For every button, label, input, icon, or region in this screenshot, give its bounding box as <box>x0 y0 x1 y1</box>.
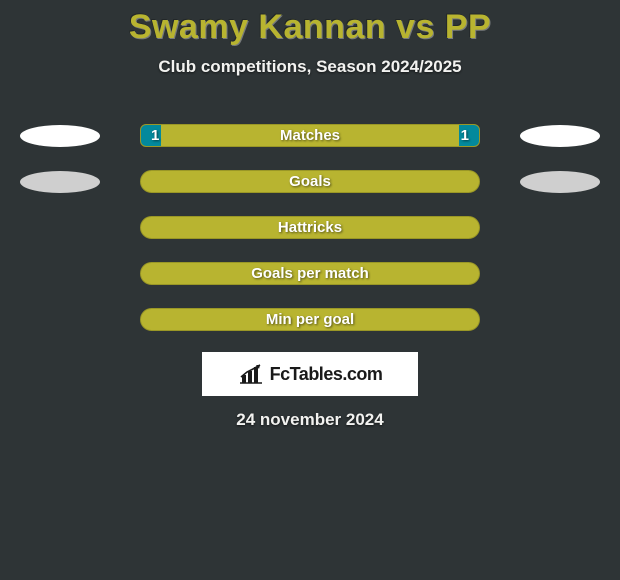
stat-bar: Goals per match <box>140 262 480 285</box>
stat-row: Goals <box>0 158 620 204</box>
player-right-marker <box>520 171 600 193</box>
stats-rows: Matches11 Goals Hattricks Goals per match Mi… <box>0 112 620 342</box>
stat-label: Matches <box>141 125 479 146</box>
stat-bar: Min per goal <box>140 308 480 331</box>
stat-bar-left-fill <box>141 125 161 146</box>
date-text: 24 november 2024 <box>0 410 620 430</box>
player-right-marker <box>520 125 600 147</box>
player-left-marker <box>20 125 100 147</box>
stat-row: Hattricks <box>0 204 620 250</box>
stat-label: Goals <box>141 171 479 192</box>
stat-bar: Goals <box>140 170 480 193</box>
stat-bar: Matches11 <box>140 124 480 147</box>
stat-row: Min per goal <box>0 296 620 342</box>
stat-row: Matches11 <box>0 112 620 158</box>
brand-box: FcTables.com <box>202 352 418 396</box>
player-left-marker <box>20 171 100 193</box>
page-subtitle: Club competitions, Season 2024/2025 <box>0 57 620 77</box>
stat-row: Goals per match <box>0 250 620 296</box>
stat-bar-right-fill <box>459 125 479 146</box>
stat-label: Goals per match <box>141 263 479 284</box>
brand-chart-icon <box>238 363 264 385</box>
stat-label: Hattricks <box>141 217 479 238</box>
stat-label: Min per goal <box>141 309 479 330</box>
page-title: Swamy Kannan vs PP <box>0 0 620 47</box>
brand-text: FcTables.com <box>270 364 383 385</box>
stat-bar: Hattricks <box>140 216 480 239</box>
